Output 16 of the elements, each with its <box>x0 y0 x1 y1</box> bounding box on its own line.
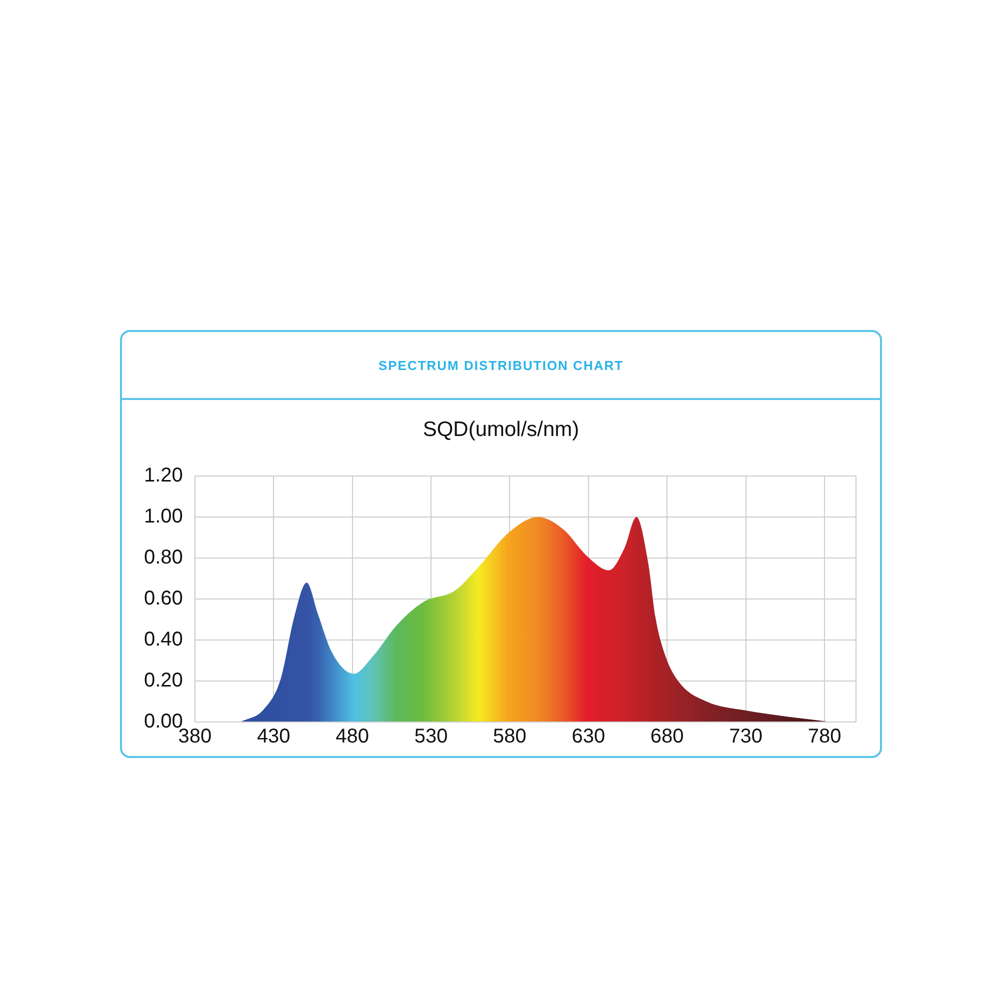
x-tick-label: 780 <box>808 726 842 748</box>
y-tick-label: 1.20 <box>144 464 183 487</box>
y-tick-label: 0.40 <box>144 628 183 651</box>
x-tick-label: 680 <box>650 726 684 748</box>
chart-subtitle: SQD(umol/s/nm) <box>422 418 580 443</box>
y-tick-label: 0.60 <box>144 588 183 610</box>
x-tick-label: 580 <box>493 726 526 748</box>
x-tick-label: 630 <box>572 726 606 748</box>
y-tick-label: 0.20 <box>144 670 183 692</box>
x-tick-label: 480 <box>336 726 370 748</box>
y-tick-label: 0.80 <box>144 546 183 569</box>
x-tick-label: 530 <box>414 726 448 748</box>
chart-title: SPECTRUM DISTRIBUTION CHART <box>122 332 880 400</box>
x-tick-label: 730 <box>729 726 763 748</box>
x-tick-label: 430 <box>256 726 290 748</box>
y-tick-label: 1.00 <box>144 506 183 528</box>
